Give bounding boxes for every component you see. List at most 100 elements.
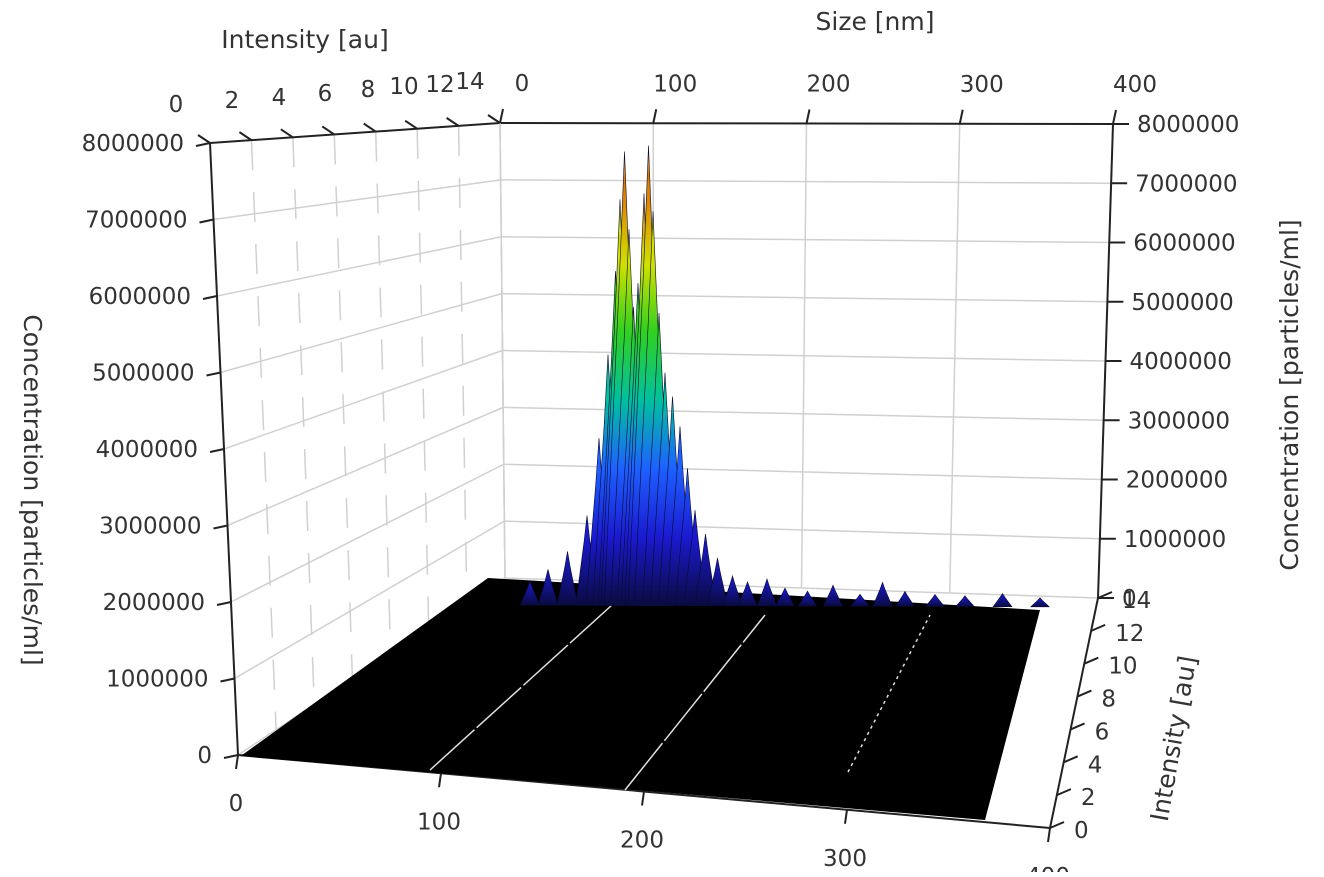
left-concentration-tick-label: 0 bbox=[197, 743, 212, 769]
left-wall-grid-h bbox=[234, 520, 505, 680]
top-intensity-tick-label: 6 bbox=[318, 81, 333, 107]
floor-grid-line bbox=[429, 604, 613, 771]
left-concentration-tick-label: 6000000 bbox=[89, 284, 191, 310]
top-size-tick-label: 400 bbox=[1113, 72, 1157, 98]
left-wall-grid-h bbox=[216, 236, 502, 297]
top-size-tick bbox=[499, 108, 504, 124]
surface-peak bbox=[756, 578, 778, 607]
top-intensity-tick bbox=[238, 131, 252, 141]
surface-peak bbox=[955, 595, 975, 607]
left-concentration-tick bbox=[202, 295, 218, 300]
left-concentration-tick bbox=[213, 524, 228, 530]
left-wall-grid-v bbox=[250, 140, 277, 730]
right-concentration-tick-label: 6000000 bbox=[1133, 231, 1235, 257]
top-intensity-tick-label: 2 bbox=[225, 88, 240, 114]
floor-grid-line bbox=[624, 614, 766, 791]
back-wall-grid-v bbox=[800, 123, 808, 589]
right-intensity-tick bbox=[1056, 788, 1072, 797]
right-concentration-tick-label: 5000000 bbox=[1131, 290, 1233, 316]
intensity-right-axis-title: Intensity [au] bbox=[1145, 654, 1203, 824]
right-intensity-tick bbox=[1090, 623, 1106, 632]
top-intensity-tick-label: 12 bbox=[425, 72, 454, 98]
front-size-tick-label: 100 bbox=[417, 809, 461, 835]
surface-peak bbox=[895, 590, 915, 607]
left-wall-grid-h bbox=[213, 179, 501, 221]
surface-peak bbox=[519, 580, 541, 606]
left-wall-grid-v bbox=[457, 125, 468, 604]
top-size-tick-label: 200 bbox=[807, 72, 851, 98]
right-intensity-tick bbox=[1077, 689, 1092, 698]
surface-peak bbox=[775, 587, 795, 607]
top-intensity-tick bbox=[197, 134, 211, 144]
right-intensity-tick-label: 10 bbox=[1108, 654, 1137, 680]
size-axis-title: Size [nm] bbox=[816, 7, 935, 36]
top-intensity-tick bbox=[280, 128, 294, 139]
surface-peak bbox=[850, 593, 870, 607]
surface-peak bbox=[556, 551, 579, 606]
top-size-tick-label: 0 bbox=[515, 71, 530, 97]
right-intensity-tick-label: 0 bbox=[1074, 818, 1089, 844]
right-concentration-tick-label: 4000000 bbox=[1130, 349, 1232, 375]
surface-peak bbox=[722, 574, 743, 607]
left-wall-grid-h bbox=[227, 406, 504, 527]
left-concentration-tick-label: 2000000 bbox=[103, 590, 205, 616]
top-intensity-tick bbox=[321, 125, 335, 136]
left-concentration-tick-label: 5000000 bbox=[92, 361, 194, 387]
right-intensity-tick-label: 6 bbox=[1095, 719, 1110, 745]
front-size-tick bbox=[438, 773, 442, 788]
right-intensity-tick bbox=[1097, 591, 1113, 599]
top-intensity-tick-label: 0 bbox=[169, 92, 184, 118]
left-concentration-tick bbox=[220, 677, 235, 683]
left-concentration-tick-label: 4000000 bbox=[96, 437, 198, 463]
right-intensity-tick bbox=[1070, 722, 1085, 731]
left-wall-grid-v bbox=[292, 137, 316, 705]
right-concentration-tick-label: 7000000 bbox=[1135, 171, 1237, 197]
surface-peak bbox=[992, 592, 1013, 607]
surface-peak bbox=[823, 584, 843, 607]
right-intensity-tick bbox=[1049, 821, 1065, 829]
top-size-tick bbox=[652, 109, 658, 124]
left-concentration-tick-label: 3000000 bbox=[99, 514, 201, 540]
left-wall-grid-v bbox=[416, 128, 430, 629]
left-wall-grid-h bbox=[220, 292, 503, 374]
right-intensity-tick-label: 12 bbox=[1115, 621, 1144, 647]
right-intensity-axis-line bbox=[1049, 597, 1099, 829]
front-size-tick bbox=[235, 754, 239, 770]
top-intensity-axis-line bbox=[209, 122, 501, 144]
floor-plane bbox=[240, 578, 1040, 820]
left-wall-grid-v bbox=[333, 134, 354, 680]
surface-peak bbox=[537, 569, 559, 606]
axes-layer bbox=[195, 108, 1129, 843]
surface-peak bbox=[737, 581, 758, 607]
left-wall-grid-h bbox=[230, 463, 505, 603]
right-intensity-tick-label: 8 bbox=[1101, 687, 1116, 713]
left-concentration-tick-label: 1000000 bbox=[106, 667, 208, 693]
top-intensity-tick-label: 14 bbox=[455, 69, 484, 95]
left-concentration-tick bbox=[216, 601, 232, 606]
top-intensity-tick-label: 4 bbox=[272, 85, 287, 111]
right-intensity-tick-label: 2 bbox=[1081, 785, 1096, 811]
front-size-tick bbox=[844, 809, 848, 824]
intensity-top-axis-title: Intensity [au] bbox=[221, 25, 388, 54]
surface-peak bbox=[1030, 597, 1050, 608]
left-wall-grid-h bbox=[223, 349, 503, 450]
top-size-tick bbox=[805, 109, 811, 124]
top-intensity-tick-label: 10 bbox=[389, 74, 418, 100]
right-intensity-tick-label: 4 bbox=[1088, 752, 1103, 778]
peak-layer bbox=[519, 145, 1050, 608]
floor-layer bbox=[240, 578, 1040, 820]
corner-axis-line bbox=[499, 122, 506, 579]
concentration-right-axis-title: Concentration [particles/ml] bbox=[1275, 219, 1304, 570]
concentration-left-axis-title: Concentration [particles/ml] bbox=[18, 314, 47, 665]
surface-peak bbox=[797, 590, 818, 607]
front-size-tick-label: 300 bbox=[823, 846, 867, 872]
left-concentration-tick-label: 7000000 bbox=[85, 208, 187, 234]
left-concentration-tick-label: 8000000 bbox=[82, 131, 184, 157]
right-concentration-tick-label: 2000000 bbox=[1126, 468, 1228, 494]
top-size-tick-label: 300 bbox=[960, 72, 1004, 98]
front-size-tick-label: 200 bbox=[620, 828, 664, 854]
top-intensity-tick bbox=[404, 119, 418, 130]
top-intensity-tick bbox=[487, 114, 501, 124]
